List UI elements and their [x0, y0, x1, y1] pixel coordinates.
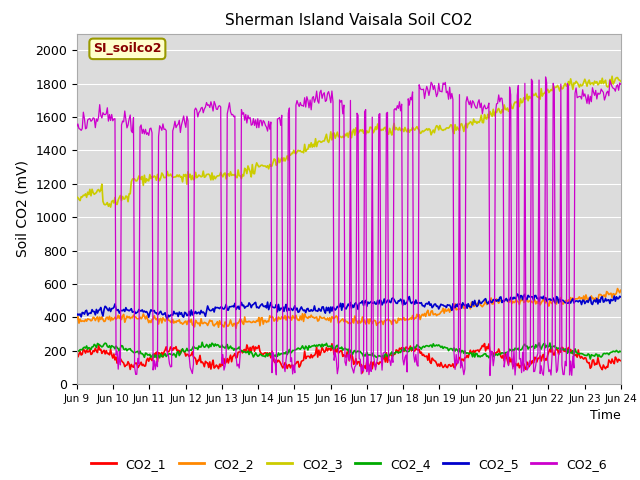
X-axis label: Time: Time — [590, 409, 621, 422]
Text: SI_soilco2: SI_soilco2 — [93, 42, 162, 55]
Y-axis label: Soil CO2 (mV): Soil CO2 (mV) — [15, 160, 29, 257]
Title: Sherman Island Vaisala Soil CO2: Sherman Island Vaisala Soil CO2 — [225, 13, 472, 28]
Legend: CO2_1, CO2_2, CO2_3, CO2_4, CO2_5, CO2_6: CO2_1, CO2_2, CO2_3, CO2_4, CO2_5, CO2_6 — [86, 453, 612, 476]
